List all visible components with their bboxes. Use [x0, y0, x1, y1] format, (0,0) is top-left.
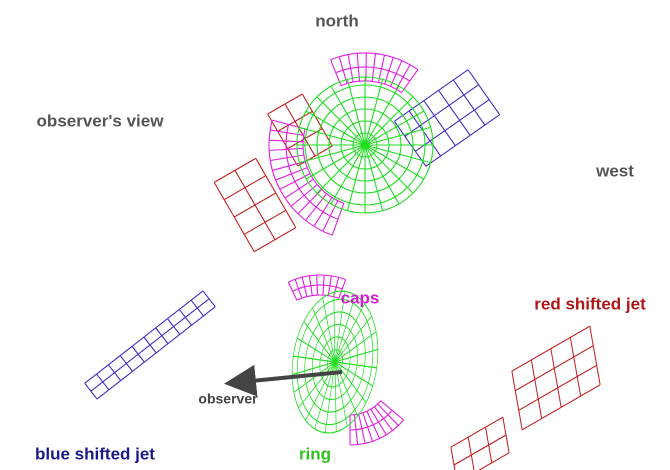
view-label: observer's view [37, 111, 165, 130]
north-label: north [315, 11, 358, 30]
ring [296, 76, 434, 214]
red-jet-label: red shifted jet [534, 294, 646, 313]
ring [291, 290, 379, 434]
blue-jet-label: blue shifted jet [35, 444, 155, 463]
jet-grid [393, 69, 501, 167]
west-label: west [595, 161, 634, 180]
jet-grid [213, 157, 297, 253]
jet-grid [511, 325, 601, 431]
jet-grid [84, 290, 216, 400]
cap [330, 52, 419, 94]
ring-label: ring [299, 444, 331, 463]
observer-arrow [224, 364, 343, 397]
model [84, 52, 601, 470]
cap [349, 400, 405, 446]
cap [287, 274, 347, 301]
jet-grid [450, 416, 510, 470]
observer-label: observer [198, 391, 258, 407]
caps-label: caps [341, 288, 380, 307]
